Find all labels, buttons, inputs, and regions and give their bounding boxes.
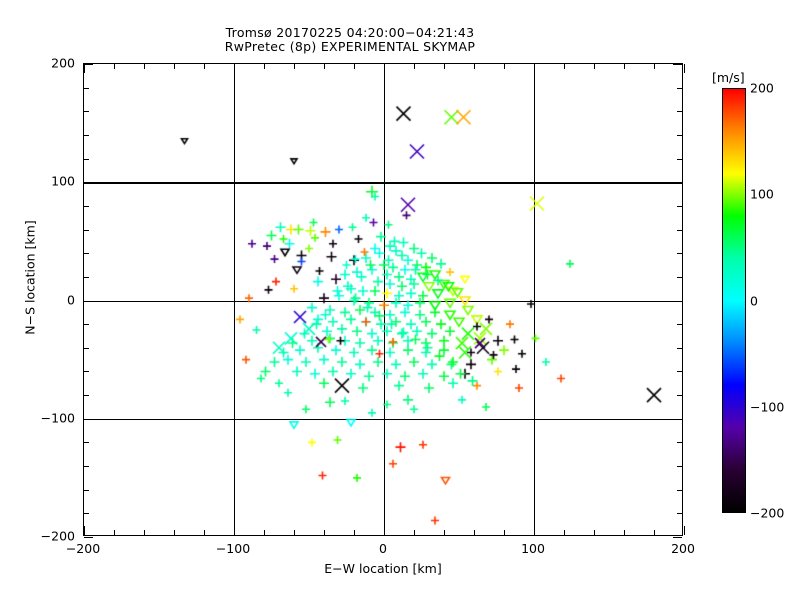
colorbar: [722, 88, 746, 513]
y-axis-label: N−S location [km]: [22, 220, 38, 335]
y-tick-label: −100: [40, 410, 75, 426]
colorbar-gradient: [722, 88, 746, 513]
x-axis-label: E−W location [km]: [324, 561, 442, 576]
axis-tick: [84, 537, 93, 538]
x-tick-label: −200: [65, 541, 101, 556]
colorbar-tick-label: 200: [750, 80, 774, 96]
title-line-1: Tromsø 20170225 04:20:00−04:21:43: [225, 25, 475, 40]
y-tick-label: 100: [51, 173, 75, 189]
axis-tick: [684, 526, 685, 535]
colorbar-tick-label: −100: [750, 399, 785, 415]
x-tick-label: 0: [379, 541, 387, 556]
colorbar-tick-label: 0: [750, 293, 758, 308]
title-line-2: RwPretec (8p) EXPERIMENTAL SKYMAP: [224, 39, 476, 54]
colorbar-tick-label: 100: [750, 186, 774, 202]
colorbar-title: [m/s]: [712, 70, 745, 85]
scatter-markers: [84, 64, 684, 537]
x-tick-label: 200: [671, 541, 695, 556]
axis-tick: [684, 64, 685, 73]
x-tick-label: −100: [215, 541, 251, 556]
plot-area: [83, 63, 685, 538]
y-tick-label: 200: [51, 55, 75, 71]
figure-title: Tromsø 20170225 04:20:00−04:21:43 RwPret…: [0, 26, 700, 54]
axis-tick: [673, 537, 682, 538]
y-tick-label: −200: [40, 528, 75, 544]
colorbar-tick-label: −200: [750, 505, 785, 521]
x-tick-label: 100: [521, 541, 545, 556]
y-tick-label: 0: [67, 292, 75, 307]
